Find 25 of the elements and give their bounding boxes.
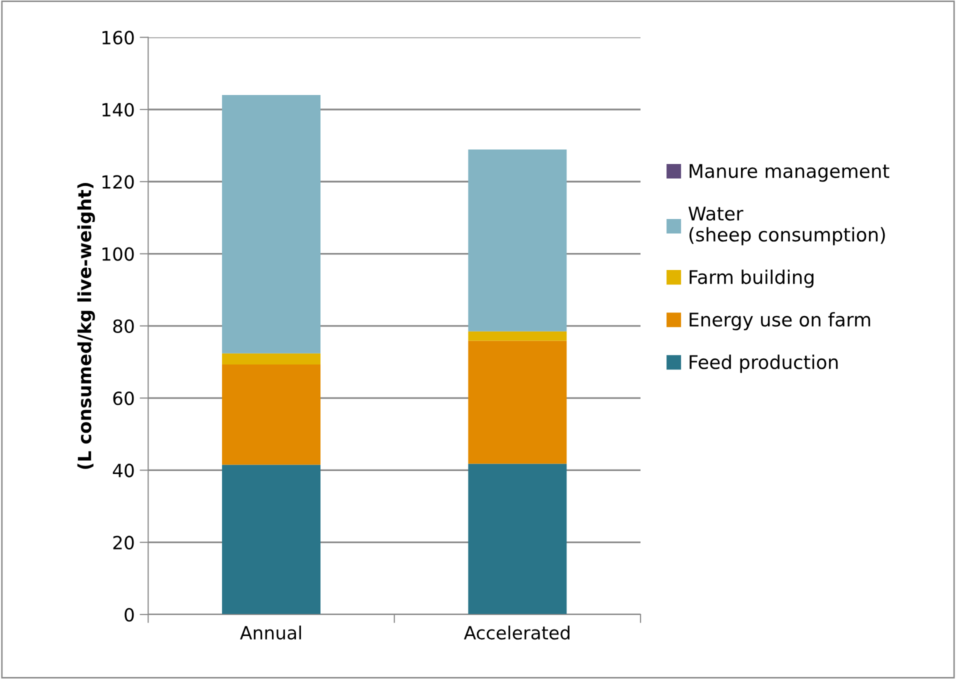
y-axis-title: (L consumed/kg live-weight) <box>77 182 95 469</box>
bar <box>468 464 567 614</box>
y-tick-label: 80 <box>113 319 134 334</box>
y-tick-label: 160 <box>102 30 134 44</box>
legend-label: Manure management <box>690 164 890 182</box>
legend-label: Energy use on farm <box>690 312 870 330</box>
bar <box>222 364 320 465</box>
y-tick-label: 60 <box>113 392 134 406</box>
legend-label: Feed production <box>690 354 838 373</box>
x-tick-label: Accelerated <box>464 626 570 640</box>
y-tick-label: 120 <box>102 175 134 189</box>
x-tick-label: Annual <box>240 626 301 640</box>
bar <box>468 150 567 332</box>
bar <box>222 353 320 365</box>
bar <box>468 340 567 464</box>
legend-label: Farm building <box>690 270 814 288</box>
y-tick-label: 0 <box>124 608 134 622</box>
bar <box>468 331 567 341</box>
y-tick-label: 20 <box>113 536 134 550</box>
bar <box>222 464 320 614</box>
legend-label: Water (sheep consumption) <box>688 206 885 246</box>
y-tick-label: 40 <box>112 464 134 478</box>
y-tick-label: 100 <box>102 247 134 261</box>
y-tick-label: 140 <box>102 102 134 117</box>
bar <box>222 95 320 354</box>
